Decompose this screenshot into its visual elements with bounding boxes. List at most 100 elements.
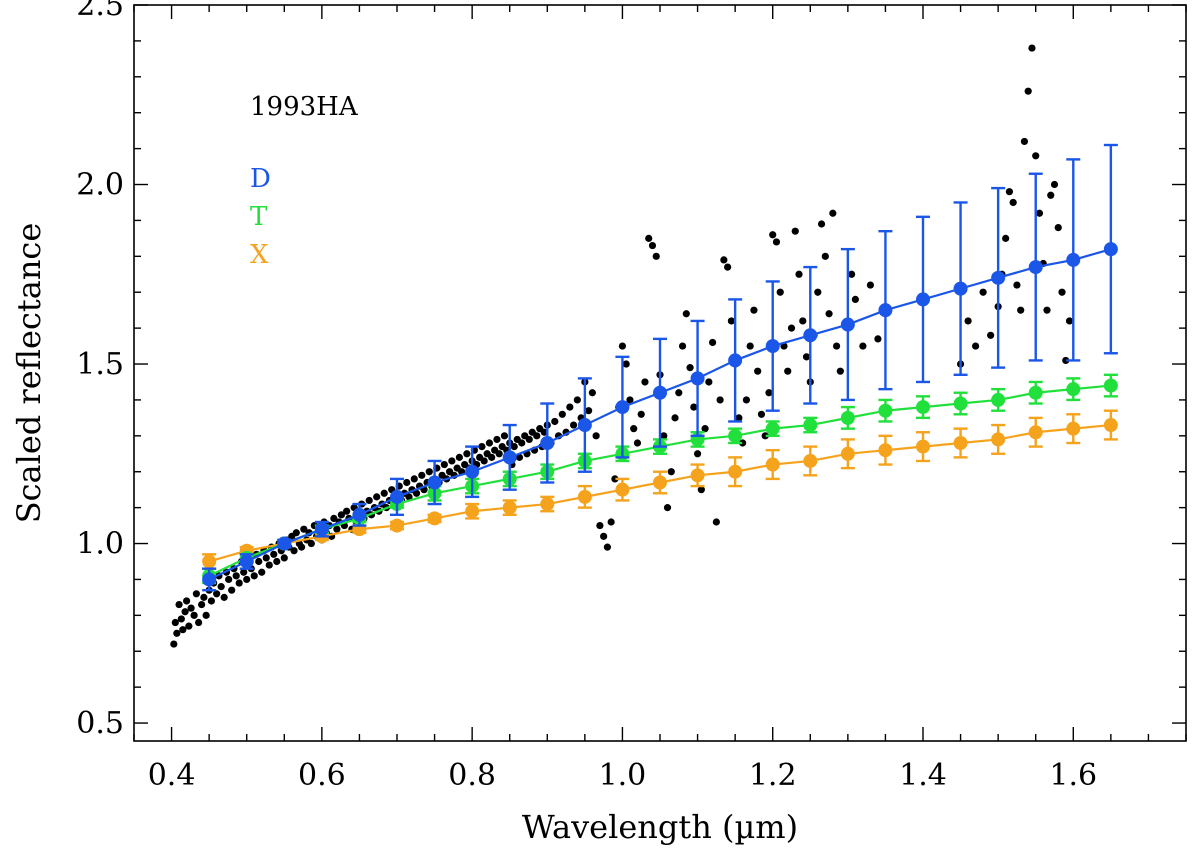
observation-point [403, 478, 411, 487]
observation-point [596, 521, 604, 530]
series-point-D [916, 292, 930, 307]
observation-point [510, 443, 518, 451]
observation-point [480, 457, 488, 465]
observation-point [217, 583, 225, 591]
series-point-D [390, 489, 404, 504]
series-point-T [840, 410, 855, 425]
legend-entry-D: D [250, 164, 271, 194]
observation-point [273, 557, 281, 566]
observation-point [603, 543, 612, 551]
observation-point [817, 220, 826, 228]
observation-point [418, 471, 426, 479]
observation-point [175, 600, 183, 609]
observation-point [280, 554, 288, 562]
observation-point [485, 439, 494, 447]
observation-point [866, 281, 875, 289]
observation-point [569, 421, 578, 429]
observation-point [192, 590, 200, 598]
y-axis-title: Scaled reflectance [10, 223, 48, 524]
observation-point [690, 403, 698, 411]
observation-point [566, 403, 574, 411]
observation-point [171, 618, 179, 627]
observation-point [525, 435, 533, 444]
observation-point [693, 450, 702, 458]
observation-point [675, 389, 683, 397]
series-point-X [427, 511, 442, 526]
observation-point [255, 557, 263, 566]
y-tick-label: 2.5 [76, 0, 124, 23]
series-point-D [239, 554, 254, 569]
observation-point [697, 486, 705, 494]
observation-point [463, 450, 471, 458]
observation-point [765, 389, 773, 397]
series-point-D [728, 353, 743, 368]
observation-point [633, 439, 642, 447]
x-tick-label: 1.0 [599, 758, 647, 793]
observation-point [972, 342, 980, 350]
series-point-D [953, 281, 968, 296]
y-tick-label: 1.5 [76, 347, 124, 382]
series-point-X [1103, 418, 1118, 433]
observation-point [784, 367, 792, 375]
observation-point [705, 378, 713, 386]
observation-point [829, 209, 837, 217]
series-point-D [690, 371, 705, 386]
observation-point [848, 270, 856, 278]
observation-point [202, 611, 210, 619]
x-tick-label: 1.2 [749, 758, 797, 793]
x-tick-label: 0.8 [448, 758, 496, 793]
observation-point [832, 342, 841, 350]
series-point-D [991, 270, 1006, 285]
series-point-X [1028, 425, 1043, 440]
series-point-X [465, 504, 480, 519]
observation-point [750, 306, 758, 314]
observation-point [618, 342, 627, 350]
observation-point [859, 342, 867, 350]
series-point-T [803, 418, 818, 433]
observation-point [761, 432, 769, 440]
series-point-X [765, 457, 780, 472]
observation-point [585, 407, 593, 415]
observation-point [240, 568, 248, 576]
series-point-X [502, 500, 517, 515]
object-label: 1993HA [250, 92, 359, 122]
series-point-X [577, 489, 592, 504]
series-point-X [202, 554, 217, 569]
observation-point [964, 317, 972, 325]
observation-point [1050, 180, 1059, 189]
observation-point [265, 561, 273, 569]
legend-entry-X: X [250, 240, 269, 270]
observation-point [195, 618, 203, 627]
observation-point [622, 360, 630, 368]
observation-point [183, 597, 191, 605]
observation-point [1054, 223, 1062, 232]
observation-point [190, 611, 198, 619]
series-point-D [502, 450, 517, 465]
observation-point [660, 432, 668, 440]
observation-point [821, 252, 829, 260]
observation-point [220, 593, 228, 601]
observation-point [493, 435, 501, 444]
observation-point [1043, 306, 1051, 314]
observation-point [1047, 191, 1055, 199]
series-point-D [352, 507, 367, 522]
observation-point [1028, 44, 1036, 52]
observation-point [735, 414, 743, 422]
observation-point [343, 507, 351, 515]
series-point-T [728, 428, 743, 443]
observation-point [769, 231, 777, 239]
observation-point [213, 590, 221, 598]
series-point-D [277, 536, 292, 551]
series-point-D [202, 572, 217, 587]
series-point-D [314, 522, 329, 537]
observation-point [678, 342, 687, 350]
observation-point [626, 396, 634, 404]
observation-point [1005, 188, 1014, 196]
observation-point [645, 234, 653, 242]
series-point-X [390, 518, 404, 533]
observation-point [300, 525, 308, 533]
legend: DTX [250, 164, 271, 270]
series-point-X [916, 439, 930, 454]
observation-point [207, 597, 215, 605]
observation-point [607, 518, 615, 526]
